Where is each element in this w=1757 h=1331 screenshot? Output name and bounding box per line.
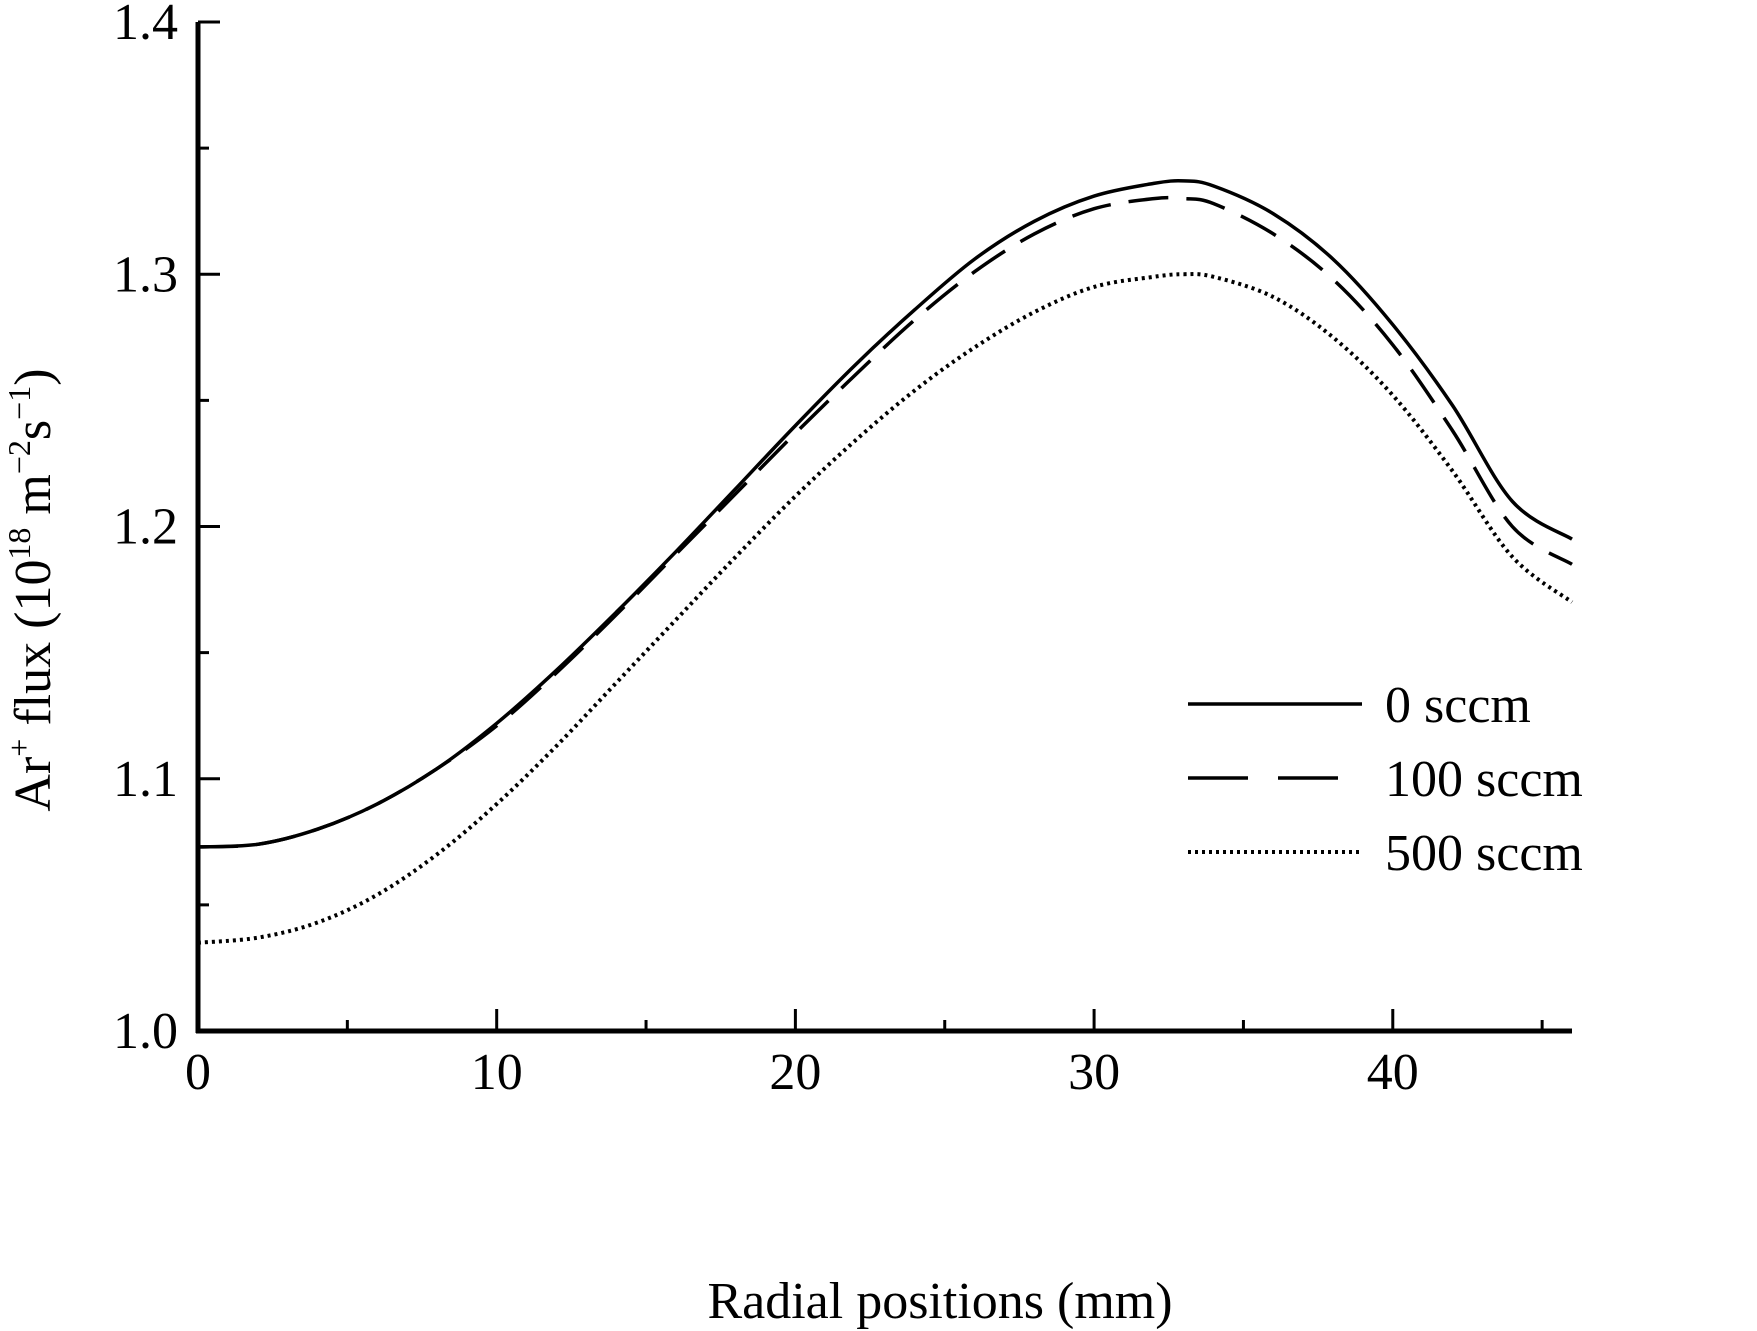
- plot-lines: [197, 179, 1574, 945]
- series-line-500-sccm: [197, 272, 1574, 945]
- y-axis-title-unit-s: s: [5, 420, 62, 440]
- y-axis-title-prefix-sup: +: [1, 739, 37, 757]
- legend-label: 500 sccm: [1385, 825, 1583, 882]
- y-axis-title-suffix: ): [5, 368, 62, 385]
- x-axis-title: Radial positions (mm): [707, 1273, 1172, 1330]
- y-tick-label: 1.4: [113, 0, 178, 51]
- y-tick-label: 1.1: [113, 751, 178, 808]
- y-axis-title-exp3: −1: [1, 386, 37, 420]
- legend-label: 100 sccm: [1385, 751, 1583, 808]
- y-axis-title: Ar+ flux (1018 m−2s−1): [1, 368, 62, 811]
- y-axis-title-exp1: 18: [1, 528, 37, 560]
- x-tick-label: 10: [471, 1044, 523, 1101]
- y-tick-label: 1.0: [113, 1003, 178, 1060]
- y-tick-label: 1.2: [113, 499, 178, 556]
- y-tick-label: 1.3: [113, 246, 178, 303]
- x-tick-label: 40: [1367, 1044, 1419, 1101]
- x-tick-label: 30: [1068, 1044, 1120, 1101]
- legend-label: 0 sccm: [1385, 677, 1531, 734]
- series-line-0-sccm: [197, 179, 1573, 849]
- y-axis-title-prefix: Ar: [5, 757, 62, 812]
- x-tick-label: 0: [185, 1044, 211, 1101]
- legend: 0 sccm 100 sccm 500 sccm: [1188, 677, 1583, 882]
- y-axis-title-unit-m: m: [5, 474, 62, 527]
- series-line-100-sccm: [197, 195, 1573, 849]
- y-axis-title-exp2: −2: [1, 440, 37, 474]
- axes: 0 10 20 30 40 1.0 1.1 1.2 1.3 1.4: [113, 0, 1572, 1101]
- x-tick-label: 20: [769, 1044, 821, 1101]
- y-axis-title-middle: flux (10: [5, 560, 62, 739]
